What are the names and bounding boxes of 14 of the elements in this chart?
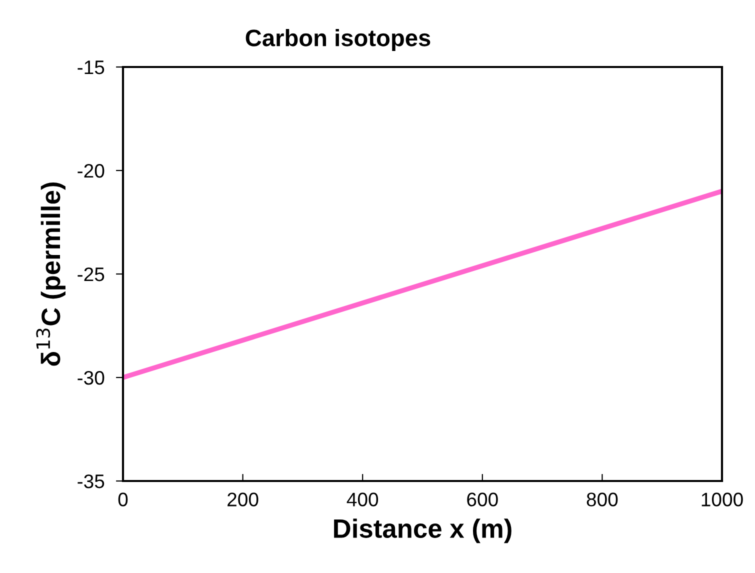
x-tick-label: 400 bbox=[346, 492, 378, 506]
y-tick-label: -30 bbox=[78, 370, 104, 385]
x-axis-title: Distance x (m) bbox=[334, 518, 512, 544]
x-tick-label: 200 bbox=[228, 492, 258, 506]
x-tick-label: 0 bbox=[118, 492, 128, 506]
y-tick-label: -15 bbox=[78, 60, 104, 74]
y-tick-label: -20 bbox=[78, 164, 104, 178]
y-axis-title: δ$^{13}$C (permille) bbox=[36, 182, 66, 366]
y-tick-label: -35 bbox=[78, 474, 104, 488]
chart-title: Carbon isotopes bbox=[246, 28, 430, 52]
x-tick-label: 1000 bbox=[702, 492, 743, 506]
y-tick-label: -25 bbox=[78, 267, 104, 282]
x-tick-label: 600 bbox=[467, 492, 498, 506]
x-tick-label: 800 bbox=[586, 492, 618, 506]
